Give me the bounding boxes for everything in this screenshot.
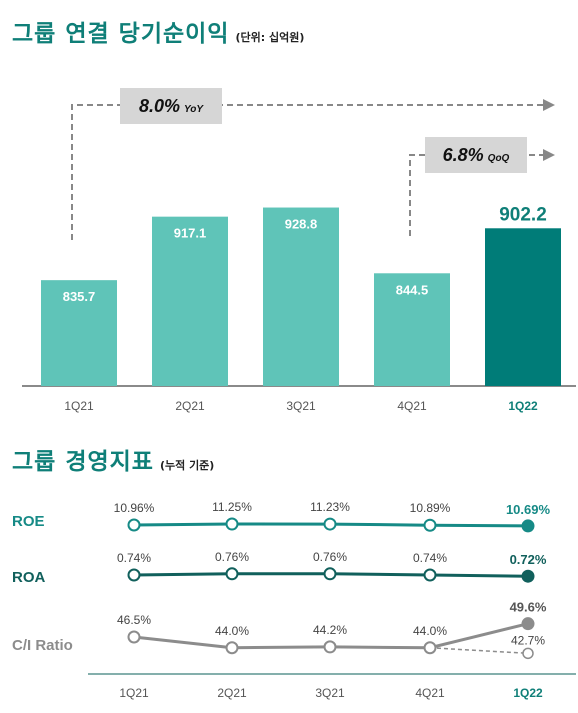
x-tick-label: 3Q21 [286,399,316,413]
yoy-box [120,88,222,124]
series-name-roa: ROA [12,569,46,586]
bar-value-label: 844.5 [396,282,429,297]
qoq-value: 6.8% [443,145,484,165]
series-point [323,567,337,581]
net-income-unit: (단위: 십억원) [235,31,305,44]
qoq-arrowhead [543,149,555,161]
series-name-roe: ROE [12,513,45,530]
series-point [423,641,437,655]
series-point [127,568,141,582]
indicators-unit: (누적 기준) [159,459,215,472]
series-point-label: 0.76% [313,550,347,564]
series-point-label: 11.23% [310,500,350,514]
x-tick-label: 1Q21 [119,686,149,700]
series-point-label: 49.6% [510,600,547,615]
bar-2q21 [152,216,228,386]
bar-value-label: 917.1 [174,226,207,241]
bar-1q22 [485,228,561,386]
x-tick-label: 4Q21 [397,399,427,413]
series-point [521,569,535,583]
bar-value-label: 835.7 [63,289,96,304]
qoq-label: 6.8% QoQ [443,145,510,165]
indicators-title: 그룹 경영지표 [12,449,154,475]
bar-value-label: 928.8 [285,217,318,232]
series-point [423,568,437,582]
series-point-label: 0.72% [510,552,547,567]
x-tick-label: 3Q21 [315,686,345,700]
yoy-label: 8.0% YoY [139,96,204,116]
series-point [323,640,337,654]
x-tick-label: 1Q22 [513,686,543,700]
net-income-header: 그룹 연결 당기순이익 (단위: 십억원) [12,14,304,48]
yoy-value: 8.0% [139,96,180,116]
series-point [521,617,535,631]
series-point [225,517,239,531]
indicators-header: 그룹 경영지표 (누적 기준) [12,442,214,476]
series-name-ciratio: C/I Ratio [12,637,73,654]
series-point [521,519,535,533]
qoq-box [425,137,527,173]
x-tick-label: 1Q21 [64,399,94,413]
yoy-arrowhead [543,99,555,111]
yoy-connector [71,104,545,240]
series-point-label: 10.89% [410,501,451,515]
series-point-label: 10.69% [506,502,551,517]
qoq-tag: QoQ [488,153,510,164]
series-point-label: 0.74% [117,551,151,565]
series-point-label: 11.25% [212,500,252,514]
series-point [225,567,239,581]
series-point-label: 46.5% [117,613,151,627]
bar-value-label: 902.2 [499,204,547,225]
net-income-title: 그룹 연결 당기순이익 [12,21,230,47]
bar-1q21 [41,280,117,386]
series-point-label: 44.0% [215,624,249,638]
x-tick-label: 2Q21 [217,686,247,700]
x-tick-label: 1Q22 [508,399,538,413]
series-point-label: 10.96% [114,501,155,515]
net-income-bar-chart: 835.7 1Q21 917.1 2Q21 928.8 3Q21 844.5 4Q21 902.… [22,88,576,413]
series-point-label: 44.2% [313,623,347,637]
series-point [423,518,437,532]
series-point [225,641,239,655]
series-point-label: 44.0% [413,624,447,638]
yoy-tag: YoY [184,104,204,115]
ci-alt-point [522,647,534,660]
series-point [323,517,337,531]
bar-4q21 [374,273,450,386]
x-tick-label: 4Q21 [415,686,445,700]
series-point-label: 0.74% [413,551,447,565]
series-point-label: 0.76% [215,550,249,564]
ci-alt-label: 42.7% [511,633,545,647]
x-tick-label: 2Q21 [175,399,205,413]
bar-3q21 [263,207,339,386]
series-point [127,518,141,532]
series-point [127,630,141,644]
ci-alt-connector [429,647,529,655]
